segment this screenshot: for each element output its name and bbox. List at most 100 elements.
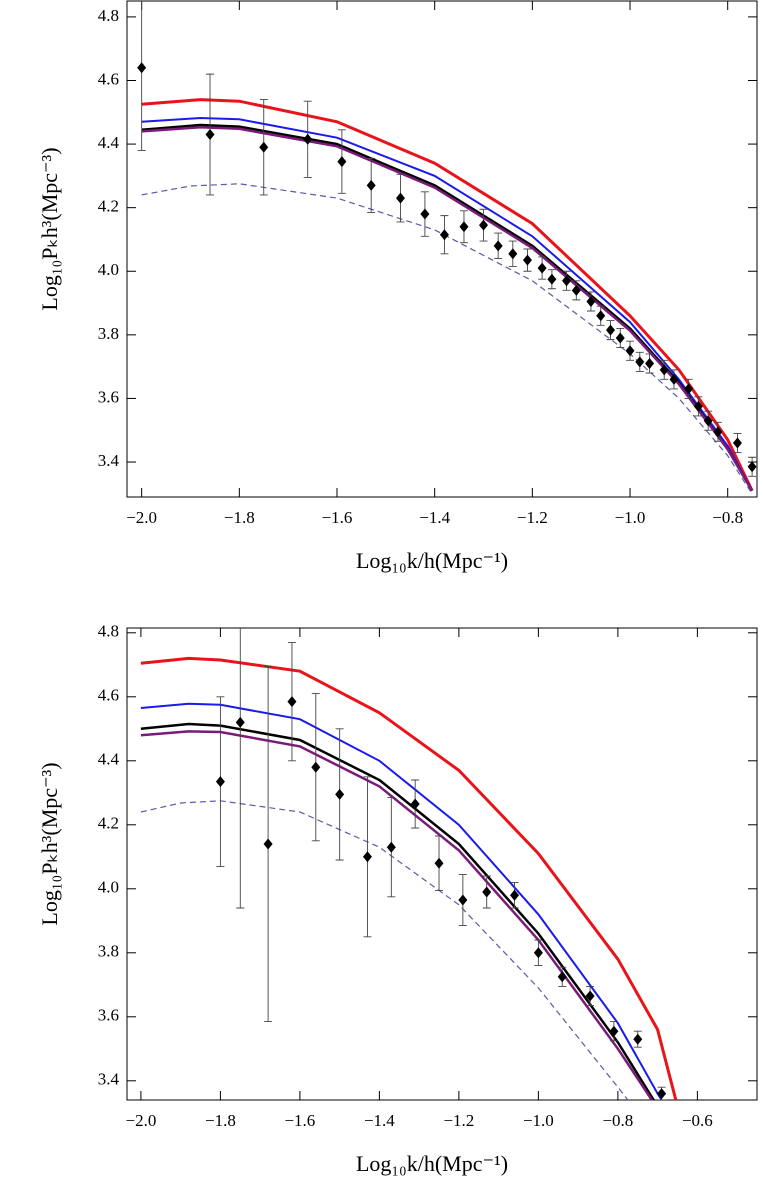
curve [140,730,654,1100]
x-tick-label: −1.0 [615,508,646,527]
curve [140,656,678,1100]
plot-frame [126,0,758,498]
data-point [645,357,655,369]
curve [140,702,663,1100]
y-tick-label: 3.4 [98,451,120,470]
data-point [410,798,420,810]
y-tick-label: 3.8 [98,324,119,343]
data-point [669,373,679,385]
x-tick-label: −1.2 [517,508,548,527]
data-point [335,788,345,800]
data-point [693,400,703,412]
x-tick-label: −1.8 [205,1111,236,1130]
data-point [439,229,449,241]
y-tick-label: 3.8 [98,942,119,961]
x-tick-label: −1.0 [523,1111,554,1130]
y-tick-label: 3.4 [98,1070,120,1089]
data-point [420,208,430,220]
y-tick-label: 4.8 [98,6,119,25]
y-tick-label: 4.2 [98,197,119,216]
data-point [235,716,245,728]
x-tick-label: −1.6 [284,1111,315,1130]
data-point [459,221,469,233]
x-tick-label: −1.6 [322,508,353,527]
curve [141,183,753,495]
data-point [562,275,572,287]
data-point [337,156,347,168]
y-tick-label: 4.2 [98,814,119,833]
data-point [303,133,313,145]
curve [141,98,754,492]
x-axis-label: Log₁₀k/h(Mpc⁻¹) [356,548,508,573]
x-tick-label: −1.4 [419,508,450,527]
data-point [635,356,645,368]
y-tick-label: 4.0 [98,878,119,897]
y-axis-label: Log₁₀Pₖh³(Mpc⁻³) [37,147,62,310]
data-point [703,415,713,427]
curve [141,123,754,492]
data-point [137,62,147,74]
data-point [479,219,489,231]
data-point [571,284,581,296]
data-point [215,776,225,788]
data-point [362,851,372,863]
x-tick-label: −1.4 [364,1111,395,1130]
x-tick-label: −1.8 [224,508,255,527]
data-point [510,889,520,901]
curve [140,722,656,1100]
data-point [585,990,595,1002]
data-point [605,324,615,336]
data-point [547,273,557,285]
x-tick-label: −1.2 [443,1111,474,1130]
y-tick-label: 3.6 [98,1006,119,1025]
data-point [747,461,757,473]
x-tick-label: −2.0 [126,508,157,527]
data-point [366,179,376,191]
y-tick-label: 4.4 [98,750,120,769]
data-point [482,886,492,898]
data-point [557,971,567,983]
x-tick-label: −0.6 [682,1111,713,1130]
data-point [395,192,405,204]
data-point [633,1033,643,1045]
data-point [596,310,606,322]
data-point [287,696,297,708]
error-bar [137,1,146,151]
data-point [434,857,444,869]
y-tick-label: 4.0 [98,260,119,279]
data-point [386,841,396,853]
plot-content [137,1,757,495]
data-point [533,947,543,959]
data-point [684,383,694,395]
data-point [522,254,532,266]
x-tick-label: −0.8 [712,508,743,527]
data-point [586,295,596,307]
data-point [657,1088,667,1100]
panel: −2.0 −1.8 −1.6 −1.4 −1.2 −1.0 −0.8 3.4 3.6 3.8 4.0… [37,0,758,573]
data-point [609,1025,619,1037]
data-point [259,141,269,153]
x-tick-label: −2.0 [125,1111,156,1130]
panel: −2.0 −1.8 −1.6 −1.4 −1.2 −1.0 −0.8 −0.6 3.4 3.6 3.… [37,622,758,1176]
data-point [508,248,518,260]
data-point [458,894,468,906]
data-point [205,129,215,141]
data-point [615,332,625,344]
data-point [263,838,273,850]
y-tick-label: 4.6 [98,69,119,88]
data-point [659,364,669,376]
data-point [311,761,321,773]
y-tick-label: 4.4 [98,133,120,152]
y-axis-label: Log₁₀Pₖh³(Mpc⁻³) [37,762,62,925]
y-tick-label: 3.6 [98,387,119,406]
curve [141,116,753,492]
x-tick-label: −0.8 [602,1111,633,1130]
data-point [537,262,547,274]
plot-content [140,628,678,1100]
y-tick-label: 4.8 [98,622,119,641]
data-point [732,437,742,449]
curve [140,800,629,1100]
y-tick-label: 4.6 [98,686,119,705]
